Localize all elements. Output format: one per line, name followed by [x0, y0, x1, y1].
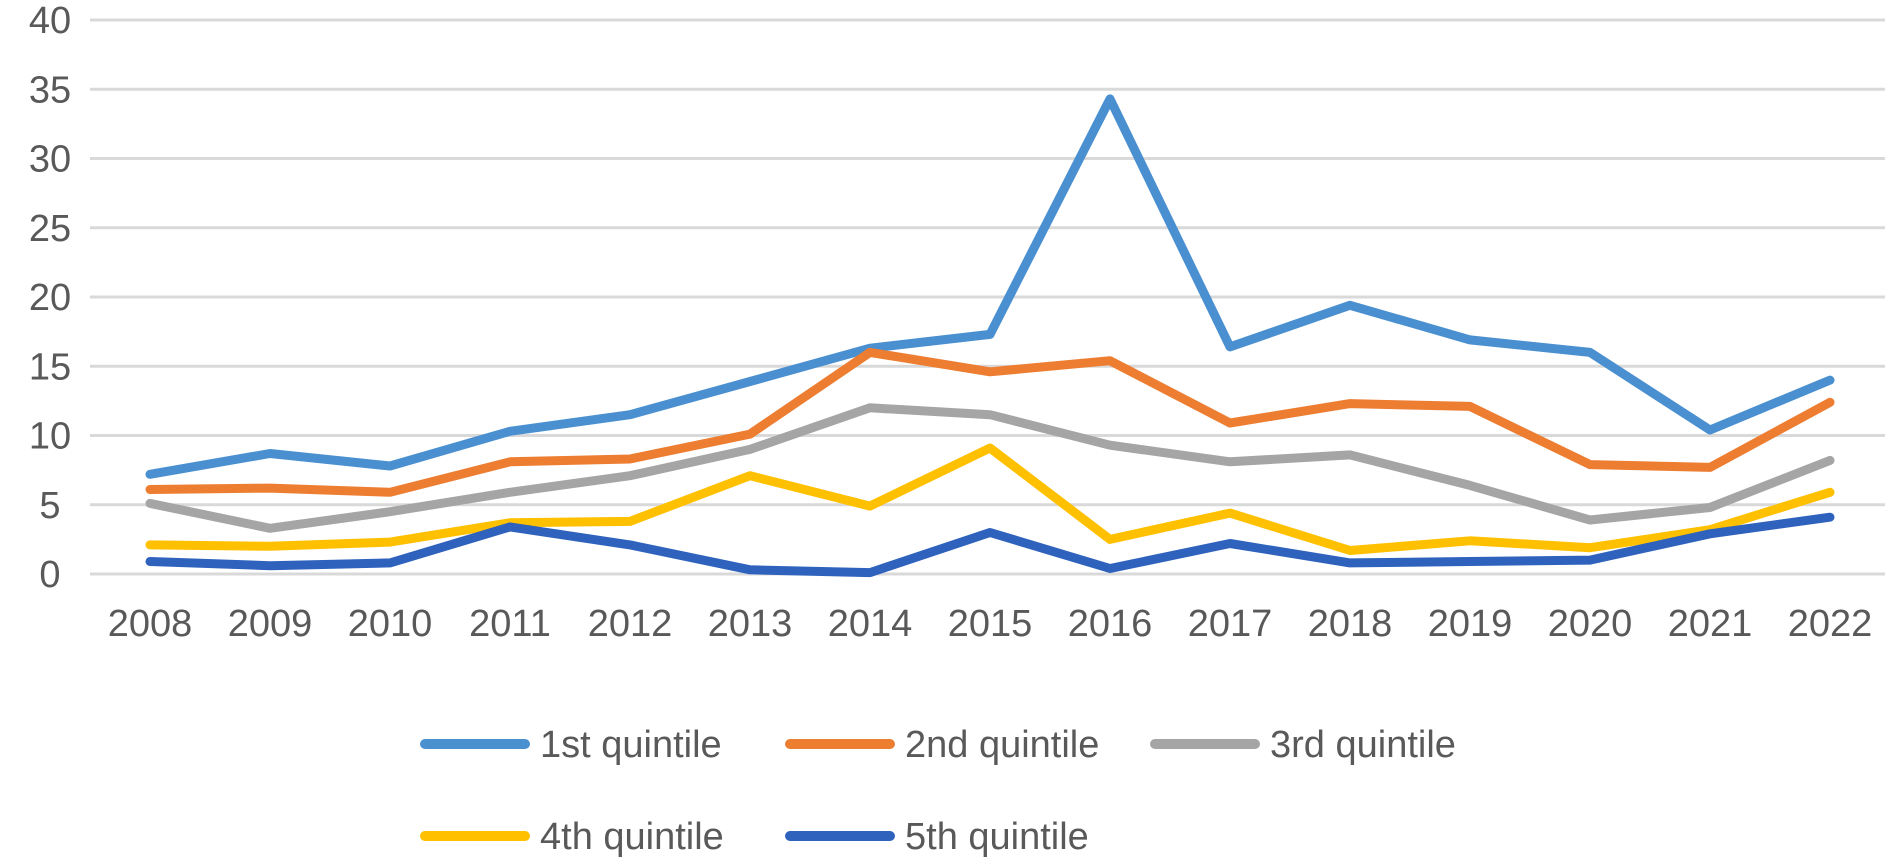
legend-item-5: 5th quintile: [785, 816, 1089, 858]
x-tick-label: 2008: [108, 603, 193, 645]
y-tick-label: 15: [29, 346, 71, 388]
x-tick-label: 2011: [469, 603, 551, 645]
legend-item-3: 3rd quintile: [1150, 724, 1456, 766]
y-axis-ticks: 0 5 10 15 20 25 30 35 40: [29, 0, 71, 596]
legend-item-4: 4th quintile: [420, 816, 724, 858]
x-tick-label: 2022: [1788, 603, 1873, 645]
y-tick-label: 40: [29, 0, 71, 42]
x-axis-ticks: 2008 2009 2010 2011 2012 2013 2014 2015 2016 2017…: [108, 603, 1873, 645]
x-tick-label: 2021: [1668, 603, 1753, 645]
x-tick-label: 2012: [588, 603, 673, 645]
x-tick-label: 2015: [948, 603, 1033, 645]
x-tick-label: 2019: [1428, 603, 1513, 645]
y-tick-label: 0: [39, 554, 60, 596]
series-line-2: [145, 347, 1835, 497]
x-tick-label: 2016: [1068, 603, 1153, 645]
grid-layer: [90, 18, 1885, 576]
legend-label: 4th quintile: [540, 816, 724, 858]
legend-label: 1st quintile: [540, 724, 722, 766]
legend-item-1: 1st quintile: [420, 724, 722, 766]
x-tick-label: 2018: [1308, 603, 1393, 645]
series-line-5: [145, 512, 1835, 578]
x-tick-label: 2010: [348, 603, 433, 645]
x-tick-label: 2013: [708, 603, 793, 645]
y-tick-label: 25: [29, 208, 71, 250]
x-tick-label: 2020: [1548, 603, 1633, 645]
series-line-4: [145, 443, 1835, 555]
series-layer: [145, 94, 1835, 578]
series-line-3: [145, 403, 1835, 533]
y-tick-label: 35: [29, 69, 71, 111]
y-tick-label: 5: [39, 485, 60, 527]
y-tick-label: 10: [29, 416, 71, 458]
y-tick-label: 20: [29, 277, 71, 319]
x-tick-label: 2017: [1188, 603, 1273, 645]
x-tick-label: 2014: [828, 603, 913, 645]
legend-label: 3rd quintile: [1270, 724, 1456, 766]
legend: 1st quintile 2nd quintile 3rd quintile 4th …: [420, 724, 1456, 858]
legend-label: 5th quintile: [905, 816, 1089, 858]
y-tick-label: 30: [29, 139, 71, 181]
legend-label: 2nd quintile: [905, 724, 1099, 766]
legend-item-2: 2nd quintile: [785, 724, 1099, 766]
x-tick-label: 2009: [228, 603, 313, 645]
series-line-1: [145, 94, 1835, 479]
